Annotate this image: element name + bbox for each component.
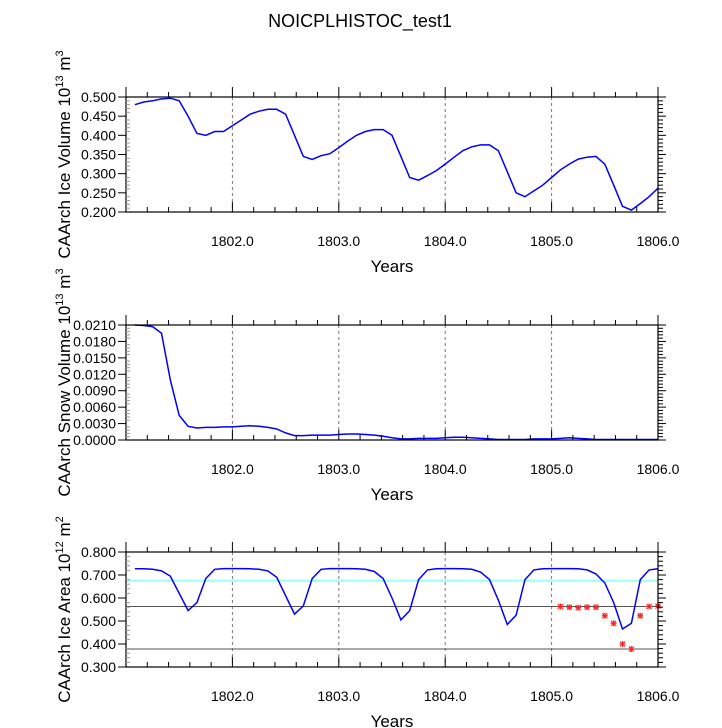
y-tick-label: 0.200 [81, 204, 116, 220]
plot-frame [125, 324, 659, 441]
star-marker [610, 620, 617, 627]
star-marker [637, 612, 644, 619]
star-stroke [610, 620, 617, 627]
star-marker [628, 646, 635, 653]
y-axis-label-part: m [55, 522, 74, 541]
x-axis-label: Years [371, 712, 414, 728]
x-tick-label: 1804.0 [424, 461, 467, 477]
star-stroke [566, 604, 573, 611]
y-tick-label: 0.0120 [73, 366, 116, 382]
x-tick-label: 1805.0 [530, 688, 573, 704]
y-tick-label: 0.300 [81, 166, 116, 182]
star-marker [566, 604, 573, 611]
y-tick-label: 0.0210 [73, 317, 116, 333]
y-axis-label-part: m [55, 275, 74, 294]
x-axis-label: Years [371, 257, 414, 276]
plot-frame [125, 96, 659, 213]
y-tick-label: 0.350 [81, 147, 116, 163]
panel-3: 1802.0 1803.0 1804.0 1805.0 1806.0 0.300 0.400… [54, 516, 680, 728]
series-line [134, 324, 658, 441]
y-tick-label: 0.400 [81, 127, 116, 143]
x-tick-label: 1806.0 [637, 233, 680, 249]
y-axis-label-part: 13 [54, 75, 66, 87]
star-marker [601, 612, 608, 619]
y-axis-label-part: 13 [54, 293, 66, 305]
x-tick-label: 1804.0 [424, 688, 467, 704]
plot-frame [125, 551, 659, 668]
x-tick-label: 1802.0 [211, 688, 254, 704]
y-tick-label: 0.800 [81, 544, 116, 560]
star-marker [557, 603, 564, 610]
star-stroke [557, 603, 564, 610]
star-marker [575, 604, 582, 611]
star-stroke [619, 641, 626, 647]
y-axis-label-part: 3 [54, 50, 66, 56]
y-tick-label: 0.300 [81, 659, 116, 675]
x-tick-label: 1805.0 [530, 461, 573, 477]
star-marker [584, 604, 591, 611]
x-tick-label: 1802.0 [211, 233, 254, 249]
x-tick-label: 1806.0 [637, 688, 680, 704]
y-tick-label: 0.500 [81, 89, 116, 105]
star-stroke [575, 604, 582, 611]
y-axis-label-part: CAArch Ice Area 10 [55, 553, 74, 702]
y-axis-label-part: 2 [54, 516, 66, 522]
star-marker [619, 641, 626, 647]
y-axis-label-part: 3 [54, 268, 66, 274]
y-axis-label-part: CAArch Ice Volume 10 [55, 88, 74, 259]
y-tick-label: 0.250 [81, 185, 116, 201]
y-tick-label: 0.0030 [73, 416, 116, 432]
series-line [134, 567, 659, 631]
x-tick-label: 1803.0 [317, 688, 360, 704]
x-tick-label: 1803.0 [317, 233, 360, 249]
star-stroke [584, 604, 590, 611]
x-axis-label: Years [371, 485, 414, 504]
y-axis-label: CAArch Ice Volume 1013 m3 [54, 50, 74, 258]
y-axis-label-part: 12 [54, 541, 66, 553]
star-marker [646, 603, 653, 610]
y-axis-label-part: CAArch Snow Volume 10 [55, 306, 74, 497]
x-tick-label: 1804.0 [424, 233, 467, 249]
y-tick-label: 0.0060 [73, 399, 116, 415]
star-stroke [628, 646, 635, 652]
x-tick-label: 1806.0 [637, 461, 680, 477]
y-tick-label: 0.0090 [73, 383, 116, 399]
panel-2: 1802.0 1803.0 1804.0 1805.0 1806.00.00000.00… [54, 268, 680, 504]
y-axis-label-part: m [55, 56, 74, 75]
y-tick-label: 0.600 [81, 590, 116, 606]
star-stroke [601, 612, 608, 619]
y-axis-label: CAArch Snow Volume 1013 m3 [54, 268, 74, 496]
x-tick-label: 1805.0 [530, 233, 573, 249]
y-tick-label: 0.500 [81, 613, 116, 629]
star-stroke [637, 612, 644, 619]
y-axis-label: CAArch Ice Area 1012 m2 [54, 516, 74, 703]
x-tick-label: 1802.0 [211, 461, 254, 477]
star-marker [592, 604, 599, 611]
star-stroke [646, 603, 653, 610]
x-tick-label: 1803.0 [317, 461, 360, 477]
y-tick-label: 0.700 [81, 567, 116, 583]
y-tick-label: 0.0150 [73, 350, 116, 366]
star-stroke [593, 604, 599, 611]
panel-1: 1802.0 1803.0 1804.0 1805.0 1806.0 0.200 0.250… [54, 50, 680, 276]
y-tick-label: 0.0180 [73, 333, 116, 349]
chart-title: NOICPLHISTOC_test1 [268, 11, 452, 32]
y-tick-label: 0.0000 [73, 432, 116, 448]
y-tick-label: 0.450 [81, 108, 116, 124]
series-line [134, 97, 659, 211]
y-tick-label: 0.400 [81, 636, 116, 652]
